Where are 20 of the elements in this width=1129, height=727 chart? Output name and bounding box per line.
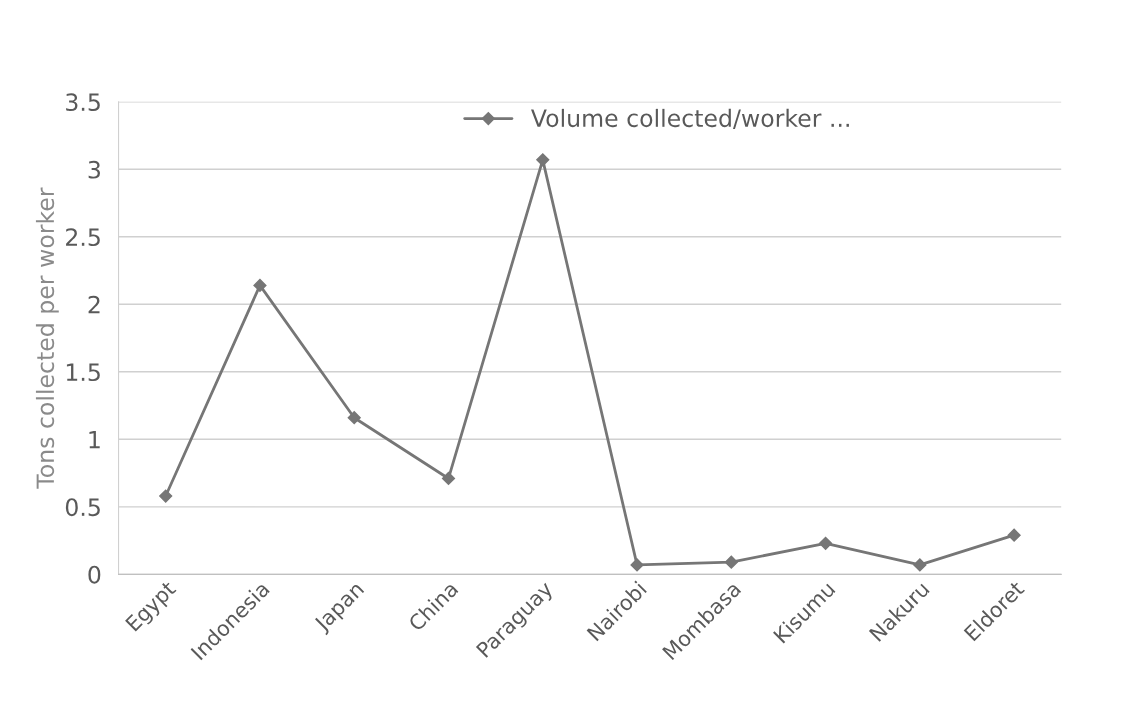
point [724,555,738,569]
point [913,558,927,572]
y-tick-label: 2.5 [66,228,100,247]
y-tick-label: 2 [88,295,100,314]
point [630,558,644,572]
y-tick-label: 0.5 [65,498,100,517]
legend-label: Volume collected/worker ... [531,108,849,129]
y-tick-label: 3.5 [66,93,100,112]
y-tick-label: 1.5 [66,363,100,382]
point [159,489,173,503]
y-tick-label: 1 [89,431,100,449]
point [536,153,550,167]
point [1007,528,1021,542]
point [347,411,361,425]
point [818,536,833,550]
y-axis-title: Tons collected per worker [35,187,59,489]
point [253,278,267,292]
y-tick-label: 3 [88,160,100,179]
point [441,471,456,486]
y-tick-label: 0 [88,565,101,584]
